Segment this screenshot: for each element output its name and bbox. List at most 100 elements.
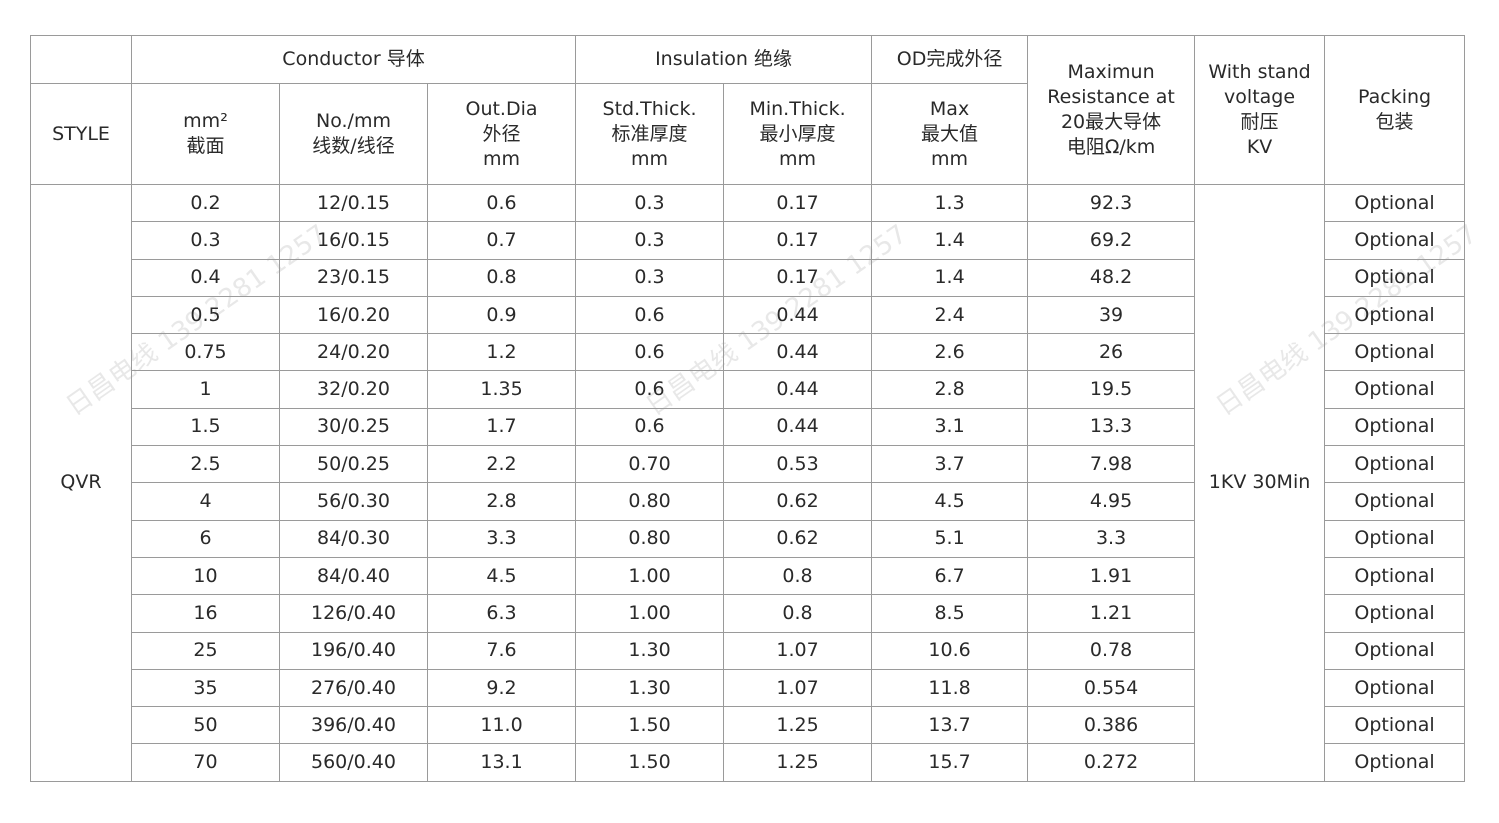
- cell-packing: Optional: [1324, 445, 1466, 484]
- table-body: QVR 0.2 12/0.15 0.6 0.3 0.17 1.3 92.3 1KV 30Min O…: [30, 183, 1466, 782]
- header-out-dia: Out.Dia 外径 mm: [426, 83, 577, 185]
- header-style: STYLE: [30, 83, 132, 185]
- cell-resistance: 69.2: [1027, 221, 1196, 260]
- cell-max-od: 1.4: [871, 258, 1029, 297]
- cell-max-od: 2.6: [871, 333, 1029, 372]
- cell-no-mm: 24/0.20: [279, 333, 428, 372]
- cell-max-od: 8.5: [871, 594, 1029, 633]
- cell-min-thick: 0.8: [723, 556, 873, 596]
- cell-no-mm: 276/0.40: [279, 668, 428, 708]
- cell-no-mm: 84/0.30: [279, 519, 428, 558]
- cell-std-thick: 0.70: [575, 445, 725, 484]
- cell-resistance: 0.272: [1027, 743, 1196, 782]
- cell-resistance: 1.91: [1027, 556, 1196, 596]
- table-row: 4 56/0.30 2.8 0.80 0.62 4.5 4.95 Optional: [31, 482, 1466, 521]
- header-mm2: mm² 截面: [131, 83, 280, 185]
- cell-max-od: 1.3: [871, 183, 1029, 223]
- table-row: 0.5 16/0.20 0.9 0.6 0.44 2.4 39 Optional: [31, 295, 1466, 335]
- cell-min-thick: 0.53: [723, 445, 873, 484]
- cell-mm2: 4: [131, 482, 280, 521]
- cell-packing: Optional: [1324, 370, 1466, 409]
- cell-std-thick: 0.6: [575, 407, 725, 447]
- header-insulation: Insulation 绝缘: [575, 35, 873, 84]
- cell-no-mm: 84/0.40: [279, 556, 428, 596]
- cell-packing: Optional: [1324, 221, 1466, 260]
- voltage-cell: 1KV 30Min: [1194, 184, 1326, 782]
- cell-resistance: 0.386: [1027, 706, 1196, 745]
- cell-no-mm: 32/0.20: [279, 370, 428, 409]
- cell-mm2: 2.5: [131, 445, 280, 484]
- cell-max-od: 5.1: [871, 519, 1029, 558]
- cell-resistance: 0.78: [1027, 631, 1196, 670]
- cell-mm2: 0.75: [131, 333, 280, 372]
- cell-max-od: 15.7: [871, 743, 1029, 782]
- table-row: 0.75 24/0.20 1.2 0.6 0.44 2.6 26 Optional: [31, 333, 1466, 372]
- cell-no-mm: 30/0.25: [279, 407, 428, 447]
- cell-no-mm: 560/0.40: [279, 743, 428, 782]
- cell-no-mm: 126/0.40: [279, 594, 428, 633]
- header-max: Max 最大值 mm: [871, 83, 1029, 185]
- style-cell: QVR: [30, 184, 132, 782]
- cell-resistance: 39: [1027, 295, 1196, 335]
- cell-max-od: 1.4: [871, 221, 1029, 260]
- cell-out-dia: 11.0: [426, 706, 577, 745]
- cell-out-dia: 1.7: [426, 407, 577, 447]
- cell-resistance: 3.3: [1027, 519, 1196, 558]
- cell-resistance: 48.2: [1027, 258, 1196, 297]
- cell-no-mm: 396/0.40: [279, 706, 428, 745]
- cell-std-thick: 1.30: [575, 631, 725, 670]
- header-resistance: Maximun Resistance at 20最大导体 电阻Ω/km: [1027, 35, 1196, 185]
- table-row: 0.4 23/0.15 0.8 0.3 0.17 1.4 48.2 Optional: [31, 258, 1466, 297]
- table-row: 1.5 30/0.25 1.7 0.6 0.44 3.1 13.3 Optional: [31, 407, 1466, 447]
- cell-std-thick: 1.00: [575, 556, 725, 596]
- cell-min-thick: 0.17: [723, 221, 873, 260]
- cell-mm2: 70: [131, 743, 280, 782]
- cell-out-dia: 9.2: [426, 668, 577, 708]
- cell-packing: Optional: [1324, 706, 1466, 745]
- cell-resistance: 92.3: [1027, 183, 1196, 223]
- table-row: 16 126/0.40 6.3 1.00 0.8 8.5 1.21 Optional: [31, 594, 1466, 633]
- cell-packing: Optional: [1324, 295, 1466, 335]
- cell-mm2: 1.5: [131, 407, 280, 447]
- cell-no-mm: 23/0.15: [279, 258, 428, 297]
- cell-max-od: 3.1: [871, 407, 1029, 447]
- cell-no-mm: 196/0.40: [279, 631, 428, 670]
- cell-no-mm: 16/0.15: [279, 221, 428, 260]
- cell-resistance: 26: [1027, 333, 1196, 372]
- cell-out-dia: 1.2: [426, 333, 577, 372]
- cell-max-od: 2.8: [871, 370, 1029, 409]
- cell-mm2: 25: [131, 631, 280, 670]
- cell-std-thick: 0.80: [575, 482, 725, 521]
- cell-min-thick: 0.44: [723, 370, 873, 409]
- cell-no-mm: 12/0.15: [279, 183, 428, 223]
- cell-packing: Optional: [1324, 333, 1466, 372]
- cell-out-dia: 2.8: [426, 482, 577, 521]
- table-row: 70 560/0.40 13.1 1.50 1.25 15.7 0.272 Optional: [31, 743, 1466, 782]
- cell-mm2: 35: [131, 668, 280, 708]
- cell-mm2: 0.2: [131, 183, 280, 223]
- table-row: 1 32/0.20 1.35 0.6 0.44 2.8 19.5 Optional: [31, 370, 1466, 409]
- cell-mm2: 1: [131, 370, 280, 409]
- table-row: QVR 0.2 12/0.15 0.6 0.3 0.17 1.3 92.3 1KV 30Min O…: [30, 183, 1466, 782]
- cell-resistance: 0.554: [1027, 668, 1196, 708]
- header-no-mm: No./mm 线数/线径: [279, 83, 428, 185]
- header-od: OD完成外径: [871, 35, 1029, 84]
- cell-std-thick: 0.6: [575, 295, 725, 335]
- cell-packing: Optional: [1324, 556, 1466, 596]
- cell-max-od: 11.8: [871, 668, 1029, 708]
- cell-min-thick: 0.44: [723, 295, 873, 335]
- cable-spec-table: Conductor 导体 Insulation 绝缘 OD完成外径 Maximu…: [30, 35, 1466, 782]
- cell-min-thick: 0.62: [723, 482, 873, 521]
- cell-packing: Optional: [1324, 258, 1466, 297]
- header-blank: [30, 35, 132, 84]
- cell-std-thick: 1.30: [575, 668, 725, 708]
- cell-out-dia: 7.6: [426, 631, 577, 670]
- header-std-thick: Std.Thick. 标准厚度 mm: [575, 83, 725, 185]
- cell-mm2: 50: [131, 706, 280, 745]
- cell-std-thick: 0.6: [575, 333, 725, 372]
- header-conductor: Conductor 导体: [130, 35, 577, 84]
- cell-min-thick: 0.44: [723, 407, 873, 447]
- cell-resistance: 4.95: [1027, 482, 1196, 521]
- cell-min-thick: 1.07: [723, 631, 873, 670]
- cell-min-thick: 0.44: [723, 333, 873, 372]
